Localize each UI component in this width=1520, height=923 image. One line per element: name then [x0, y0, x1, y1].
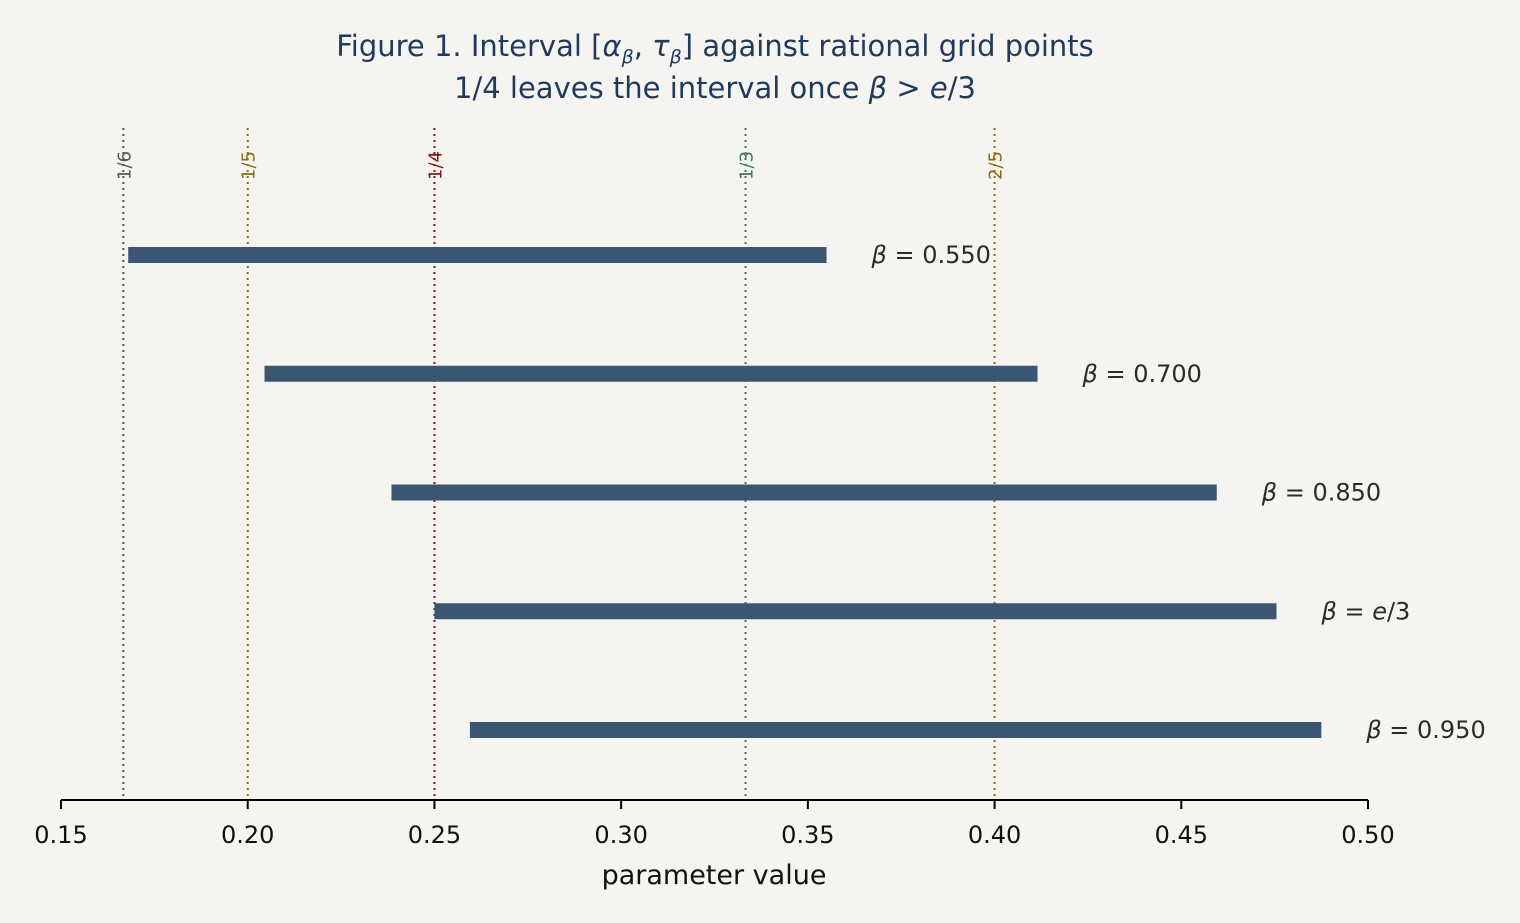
chart-title: Figure 1. Interval [αβ, τβ] against rati…	[336, 29, 1094, 68]
beta-label: β = e/3	[1321, 597, 1411, 625]
x-tick-label: 0.50	[1341, 821, 1394, 849]
reference-line-label: 1/3	[736, 151, 757, 180]
reference-line-label: 1/5	[239, 151, 260, 180]
x-tick-label: 0.45	[1155, 821, 1208, 849]
interval-bar-0	[128, 247, 827, 263]
reference-line-label: 1/4	[425, 151, 446, 180]
x-tick-label: 0.15	[34, 821, 87, 849]
interval-bar-4	[469, 722, 1322, 738]
interval-bar-1	[264, 365, 1038, 382]
x-tick-label: 0.20	[221, 821, 274, 849]
beta-label: β = 0.550	[871, 241, 991, 269]
chart-subtitle: 1/4 leaves the interval once β > e/3	[454, 71, 976, 105]
reference-lines: 1/6 1/5 1/4 1/3 2/5	[114, 128, 1007, 800]
x-tick-label: 0.30	[594, 821, 647, 849]
interval-bars: β = 0.550 β = 0.700 β = 0.850 β = e/3 β = 0.…	[128, 241, 1486, 744]
interval-bar-2	[391, 484, 1217, 501]
x-axis: 0.15 0.20 0.25 0.30 0.35 0.40 0.45 0.50	[34, 799, 1395, 849]
beta-label: β = 0.850	[1261, 479, 1381, 507]
beta-label: β = 0.700	[1082, 360, 1202, 388]
x-tick-label: 0.35	[781, 821, 834, 849]
reference-line-label: 1/6	[114, 151, 135, 180]
reference-line-label: 2/5	[986, 151, 1007, 180]
beta-label: β = 0.950	[1365, 716, 1485, 744]
x-axis-label: parameter value	[602, 860, 827, 891]
x-tick-label: 0.25	[408, 821, 461, 849]
interval-bar-3	[434, 603, 1277, 620]
x-tick-label: 0.40	[968, 821, 1021, 849]
